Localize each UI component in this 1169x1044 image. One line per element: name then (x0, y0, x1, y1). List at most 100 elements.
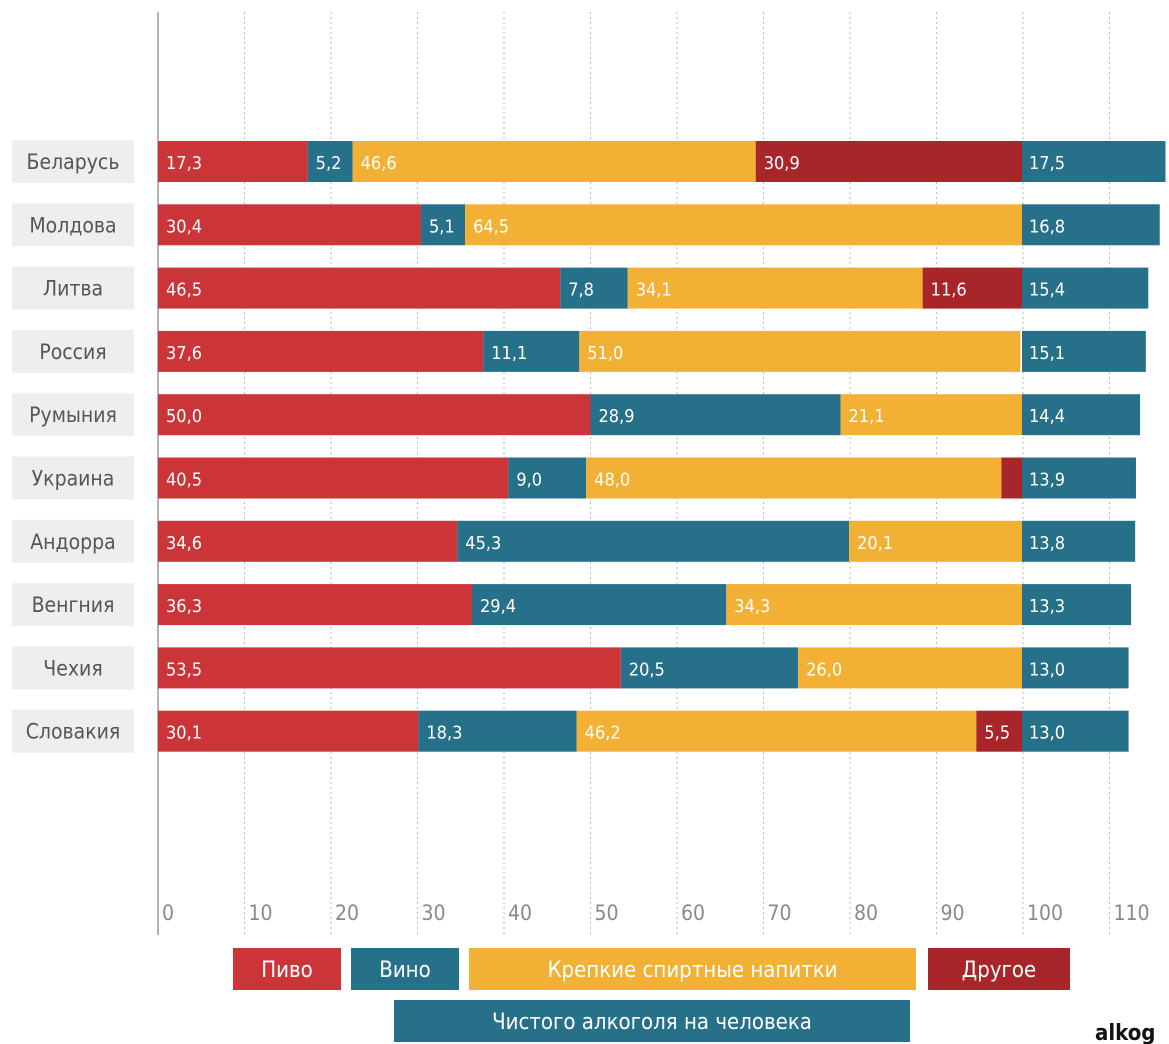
bar-value-label: 53,5 (166, 659, 202, 680)
bar-value-label: 30,9 (764, 153, 800, 174)
bar-value-label: 5,1 (429, 216, 455, 237)
watermark-text: alkog (1095, 1021, 1155, 1044)
legend-label-wine: Вино (379, 958, 431, 983)
bar-value-label: 26,0 (806, 659, 842, 680)
pure-alcohol-bar (1022, 141, 1166, 182)
bar-segment-other (976, 710, 1023, 752)
category-label: Литва (43, 277, 103, 301)
bar-segment-wine (457, 520, 850, 562)
bar-value-label: 21,1 (848, 406, 884, 427)
pure-alcohol-label: 17,5 (1029, 153, 1065, 174)
category-label: Венгния (32, 593, 115, 617)
pure-alcohol-label: 13,8 (1029, 533, 1065, 554)
bar-segment-wine (471, 584, 727, 626)
x-tick-label: 20 (335, 901, 359, 925)
bar-value-label: 28,9 (599, 406, 635, 427)
bar-segment-beer (158, 267, 561, 309)
x-tick-label: 40 (508, 901, 532, 925)
pure-alcohol-bar (1022, 520, 1136, 562)
bar-value-label: 51,0 (587, 343, 623, 364)
category-box (12, 519, 134, 563)
pure-alcohol-bar (1022, 584, 1132, 626)
pure-alcohol-bar (1022, 267, 1149, 309)
bar-value-label: 30,4 (166, 216, 202, 237)
bar-segment-beer (158, 710, 419, 752)
bar-value-label: 34,3 (734, 596, 770, 617)
category-label: Андорра (30, 530, 115, 554)
pure-alcohol-label: 13,0 (1029, 659, 1065, 680)
legend-label-beer: Пиво (261, 958, 313, 983)
bar-segment-beer (158, 204, 421, 246)
bar-value-label: 9,0 (516, 470, 542, 491)
bar-segment-wine (418, 710, 577, 752)
bar-value-label: 45,3 (465, 533, 501, 554)
pure-alcohol-bar (1022, 330, 1146, 372)
x-tick-label: 10 (249, 901, 273, 925)
bar-value-label: 37,6 (166, 343, 202, 364)
bar-segment-spirits (576, 710, 977, 752)
bar-value-label: 46,6 (361, 153, 397, 174)
bar-value-label: 34,1 (636, 280, 672, 301)
bar-segment-wine (590, 394, 841, 436)
bar-value-label: 30,1 (166, 723, 202, 744)
bar-segment-other (755, 141, 1023, 182)
bar-segment-spirits (840, 394, 1023, 436)
pure-alcohol-label: 15,1 (1029, 343, 1065, 364)
bar-value-label: 18,3 (426, 723, 462, 744)
x-tick-label: 0 (162, 901, 174, 925)
bar-segment-beer (158, 457, 509, 499)
x-tick-label: 110 (1114, 901, 1150, 925)
bar-value-label: 17,3 (166, 153, 202, 174)
category-label: Молдова (29, 213, 116, 237)
bar-segment-spirits (627, 267, 923, 309)
pure-alcohol-label: 13,9 (1029, 470, 1065, 491)
legend-swatch-pure (394, 1000, 910, 1042)
bar-segment-wine (483, 330, 580, 372)
category-label: Украина (32, 467, 115, 491)
bar-segment-wine (307, 141, 353, 182)
bar-segment-beer (158, 394, 591, 436)
pure-alcohol-label: 13,3 (1029, 596, 1065, 617)
category-label: Румыния (29, 403, 117, 427)
category-box (12, 329, 134, 373)
bar-segment-spirits (849, 520, 1023, 562)
bar-value-label: 40,5 (166, 470, 202, 491)
bar-value-label: 20,5 (629, 659, 665, 680)
bar-value-label: 7,8 (568, 280, 594, 301)
legend-label-spirits: Крепкие спиртные напитки (547, 958, 837, 983)
x-tick-label: 100 (1027, 901, 1063, 925)
pure-alcohol-label: 13,0 (1029, 723, 1065, 744)
category-box (12, 646, 134, 690)
bar-segment-other (922, 267, 1023, 309)
x-tick-label: 60 (681, 901, 705, 925)
legend-swatch-wine (351, 948, 459, 990)
bar-segment-spirits (465, 204, 1023, 246)
category-box (12, 140, 134, 183)
x-tick-label: 50 (595, 901, 619, 925)
bar-value-label: 5,5 (984, 723, 1010, 744)
bar-segment-beer (158, 330, 484, 372)
bar-segment-spirits (352, 141, 756, 182)
bar-value-label: 5,2 (316, 153, 342, 174)
category-label: Словакия (26, 720, 121, 744)
x-tick-label: 90 (941, 901, 965, 925)
bar-segment-beer (158, 520, 458, 562)
legend-swatch-beer (233, 948, 341, 990)
pure-alcohol-label: 15,4 (1029, 280, 1065, 301)
bar-value-label: 36,3 (166, 596, 202, 617)
pure-alcohol-label: 16,8 (1029, 216, 1065, 237)
pure-alcohol-bar (1022, 647, 1129, 689)
bar-value-label: 20,1 (857, 533, 893, 554)
pure-alcohol-bar (1022, 204, 1160, 246)
bar-segment-spirits (586, 457, 1002, 499)
legend-label-pure: Чистого алкоголя на человека (492, 1010, 812, 1035)
pure-alcohol-bar (1022, 457, 1136, 499)
bar-value-label: 46,5 (166, 280, 202, 301)
legend-swatch-other (928, 948, 1070, 990)
bar-value-label: 50,0 (166, 406, 202, 427)
bar-segment-wine (508, 457, 587, 499)
bar-segment-other (1001, 457, 1023, 499)
bar-value-label: 46,2 (585, 723, 621, 744)
